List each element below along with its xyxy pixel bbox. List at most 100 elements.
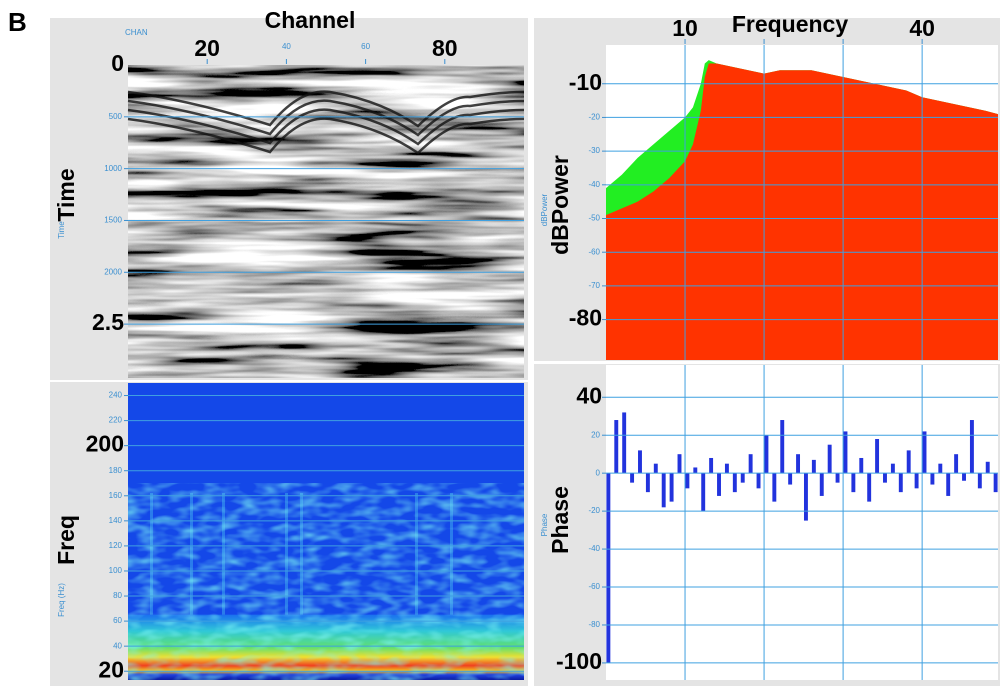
phase-bar: [701, 473, 705, 511]
phase-bar: [962, 473, 966, 481]
x-big-label: 40: [909, 15, 935, 41]
y-axis-label: Freq: [53, 515, 79, 565]
phase-bar: [986, 462, 990, 473]
phase-bar: [654, 464, 658, 473]
phase-bar: [772, 473, 776, 501]
y-tick-label: -40: [588, 180, 600, 189]
y-tick-label: 2000: [104, 267, 122, 276]
y-tick-label: 0: [596, 468, 601, 477]
y-tick-label: 500: [109, 112, 123, 121]
y-tick-label: -40: [588, 544, 600, 553]
y-tick-label: -20: [588, 506, 600, 515]
y-big-label: 200: [86, 431, 124, 457]
x-tick-label: 60: [361, 42, 370, 51]
phase-bar: [630, 473, 634, 482]
y-big-label: -100: [556, 648, 602, 674]
phase-bar: [899, 473, 903, 492]
phase-bar: [788, 473, 792, 484]
x-tick-label: 40: [282, 42, 291, 51]
phase-bar: [930, 473, 934, 484]
y-tick-label: 20: [591, 430, 600, 439]
x-big-label: 80: [432, 35, 458, 61]
y-tick-label: -20: [588, 113, 600, 122]
phase-bar: [844, 431, 848, 473]
y-tick-label: -60: [588, 582, 600, 591]
phase-bar: [915, 473, 919, 488]
phase-bar: [836, 473, 840, 482]
phase-bar: [725, 464, 729, 473]
y-big-label: -80: [569, 305, 602, 331]
y-big-label: 40: [576, 382, 602, 408]
y-big-label: 0: [111, 50, 124, 76]
phase-bar: [804, 473, 808, 520]
phase-bar: [978, 473, 982, 488]
phase-bar: [938, 464, 942, 473]
figure: B 50010001500200002.540602080ChannelCHAN…: [0, 0, 1003, 686]
y-tick-label: 160: [109, 491, 123, 500]
panel-label: B: [8, 7, 27, 37]
y-big-label: 2.5: [92, 309, 124, 335]
y-tick-label: -30: [588, 146, 600, 155]
phase-bar: [994, 473, 998, 492]
phase-bar: [891, 464, 895, 473]
phase-bar: [670, 473, 674, 501]
y-tick-label: 240: [109, 391, 123, 400]
y-big-label: -10: [569, 69, 602, 95]
y-axis-label: dBPower: [547, 155, 573, 255]
panel-gap: [528, 18, 534, 686]
phase-bar: [678, 454, 682, 473]
phase-bar: [638, 450, 642, 473]
y-tick-label: -70: [588, 281, 600, 290]
phase-bar: [662, 473, 666, 507]
phase-bar: [875, 439, 879, 473]
phase-bar: [859, 458, 863, 473]
phase-bar: [693, 467, 697, 473]
phase-bar: [907, 450, 911, 473]
phase-bar: [614, 420, 618, 473]
phase-bar: [709, 458, 713, 473]
x-axis-label-small: CHAN: [125, 28, 148, 37]
panel-gap: [50, 380, 528, 382]
phase-bar: [749, 454, 753, 473]
y-tick-label: 120: [109, 541, 123, 550]
y-axis-label: Phase: [547, 486, 573, 554]
phase-bar: [733, 473, 737, 492]
phase-bar: [757, 473, 761, 488]
y-tick-label: 80: [113, 591, 122, 600]
y-axis-label-small: Time: [57, 221, 66, 239]
phase-bar: [946, 473, 950, 496]
plot-background: [606, 365, 998, 680]
y-tick-label: 220: [109, 416, 123, 425]
y-tick-label: 140: [109, 516, 123, 525]
y-axis-label-small: Freq (Hz): [57, 583, 66, 617]
phase-bar: [796, 454, 800, 473]
phase-bar: [954, 454, 958, 473]
phase-bar: [820, 473, 824, 496]
spectrogram-texture: [128, 483, 524, 680]
y-tick-label: 1000: [104, 164, 122, 173]
y-tick-label: -50: [588, 214, 600, 223]
phase-bar: [867, 473, 871, 501]
phase-bar: [646, 473, 650, 492]
phase-bar: [851, 473, 855, 492]
phase-bar: [828, 445, 832, 473]
panel-gap: [534, 361, 1000, 364]
phase-bar: [764, 435, 768, 473]
y-axis-label: Time: [53, 168, 79, 221]
phase-bar: [741, 473, 745, 482]
phase-bar: [923, 431, 927, 473]
phase-bar: [970, 420, 974, 473]
y-tick-label: -80: [588, 620, 600, 629]
axis-title: Channel: [265, 7, 356, 33]
phase-bar: [780, 420, 784, 473]
phase-bar: [883, 473, 887, 482]
phase-bar: [606, 473, 610, 663]
phase-bar: [685, 473, 689, 488]
y-tick-label: -60: [588, 247, 600, 256]
phase-bar: [812, 460, 816, 473]
y-tick-label: 40: [113, 641, 122, 650]
y-tick-label: 60: [113, 616, 122, 625]
y-tick-label: 100: [109, 566, 123, 575]
y-tick-label: 1500: [104, 216, 122, 225]
x-big-label: 10: [672, 15, 698, 41]
